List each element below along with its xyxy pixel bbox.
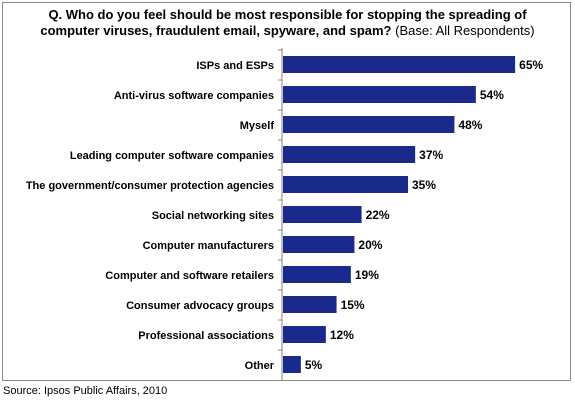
category-label: Computer and software retailers bbox=[105, 270, 274, 282]
source-note: Source: Ipsos Public Affairs, 2010 bbox=[3, 385, 168, 397]
chart-title-line1: Q. Who do you feel should be most respon… bbox=[48, 7, 527, 22]
bar bbox=[283, 86, 476, 103]
value-label: 15% bbox=[341, 298, 365, 312]
bar bbox=[283, 56, 516, 73]
bar bbox=[283, 266, 351, 283]
category-label: Consumer advocacy groups bbox=[126, 300, 274, 312]
bar bbox=[283, 116, 455, 133]
bar bbox=[283, 326, 326, 343]
category-label: Other bbox=[245, 360, 275, 372]
category-label: Leading computer software companies bbox=[70, 150, 274, 162]
value-label: 12% bbox=[330, 328, 354, 342]
value-label: 37% bbox=[419, 148, 443, 162]
value-label: 5% bbox=[305, 358, 323, 372]
value-label: 19% bbox=[355, 268, 379, 282]
category-label: Professional associations bbox=[138, 330, 274, 342]
category-label: Myself bbox=[240, 120, 275, 132]
chart-subtitle: (Base: All Respondents) bbox=[395, 23, 535, 38]
bar-chart: ISPs and ESPs 65% Anti-virus software comp… bbox=[26, 48, 543, 381]
category-label: ISPs and ESPs bbox=[196, 60, 274, 72]
chart-title-line2: computer viruses, fraudulent email, spyw… bbox=[40, 23, 392, 38]
category-label: Anti-virus software companies bbox=[114, 90, 274, 102]
category-label: The government/consumer protection agenc… bbox=[26, 180, 274, 192]
category-label: Social networking sites bbox=[152, 210, 274, 222]
chart-frame: Q. Who do you feel should be most respon… bbox=[2, 2, 571, 381]
bar bbox=[283, 356, 301, 373]
category-label: Computer manufacturers bbox=[143, 240, 274, 252]
bar bbox=[283, 176, 408, 193]
value-label: 35% bbox=[412, 178, 436, 192]
value-label: 48% bbox=[458, 118, 482, 132]
value-label: 54% bbox=[480, 88, 504, 102]
chart-title: Q. Who do you feel should be most respon… bbox=[3, 7, 572, 39]
value-label: 22% bbox=[366, 208, 390, 222]
value-label: 65% bbox=[519, 58, 543, 72]
bar bbox=[283, 146, 416, 163]
bar bbox=[283, 236, 355, 253]
bar bbox=[283, 206, 362, 223]
bar bbox=[283, 296, 337, 313]
value-label: 20% bbox=[358, 238, 382, 252]
